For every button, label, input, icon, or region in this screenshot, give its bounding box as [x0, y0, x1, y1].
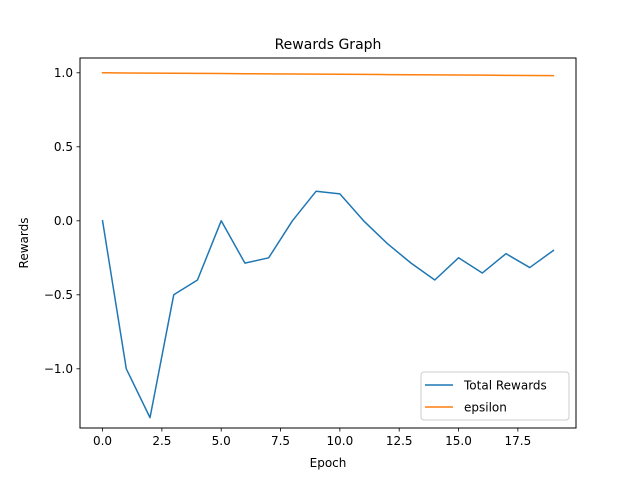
- x-tick-label: 12.5: [386, 434, 413, 448]
- x-axis-label: Epoch: [310, 456, 347, 470]
- y-tick-label: −0.5: [44, 288, 73, 302]
- x-tick-label: 7.5: [271, 434, 290, 448]
- y-tick-label: 0.0: [54, 214, 73, 228]
- y-axis-label: Rewards: [17, 218, 31, 269]
- legend-label-1: epsilon: [464, 401, 507, 415]
- chart-title: Rewards Graph: [275, 37, 382, 53]
- series-line-1: [101, 72, 555, 77]
- plot-frame: [79, 57, 577, 429]
- x-tick-label: 0.0: [93, 434, 112, 448]
- legend: Total Rewards epsilon: [420, 371, 570, 421]
- x-tick-label: 15.0: [445, 434, 472, 448]
- y-tick-label: 0.5: [54, 140, 73, 154]
- x-tick-label: 5.0: [212, 434, 231, 448]
- y-tick-label: 1.0: [54, 66, 73, 80]
- x-tick-label: 2.5: [152, 434, 171, 448]
- x-tick-label: 10.0: [327, 434, 354, 448]
- legend-box: [420, 371, 570, 421]
- y-axis-ticks: 1.0 0.5 0.0 −0.5 −1.0: [44, 66, 80, 376]
- x-tick-label: 17.5: [504, 434, 531, 448]
- x-axis-ticks: 0.0 2.5 5.0 7.5 10.0 12.5 15.0 17.5: [93, 428, 531, 448]
- series-line-0: [101, 190, 555, 419]
- series-layer: [101, 72, 555, 419]
- legend-label-0: Total Rewards: [463, 379, 547, 393]
- y-tick-label: −1.0: [44, 362, 73, 376]
